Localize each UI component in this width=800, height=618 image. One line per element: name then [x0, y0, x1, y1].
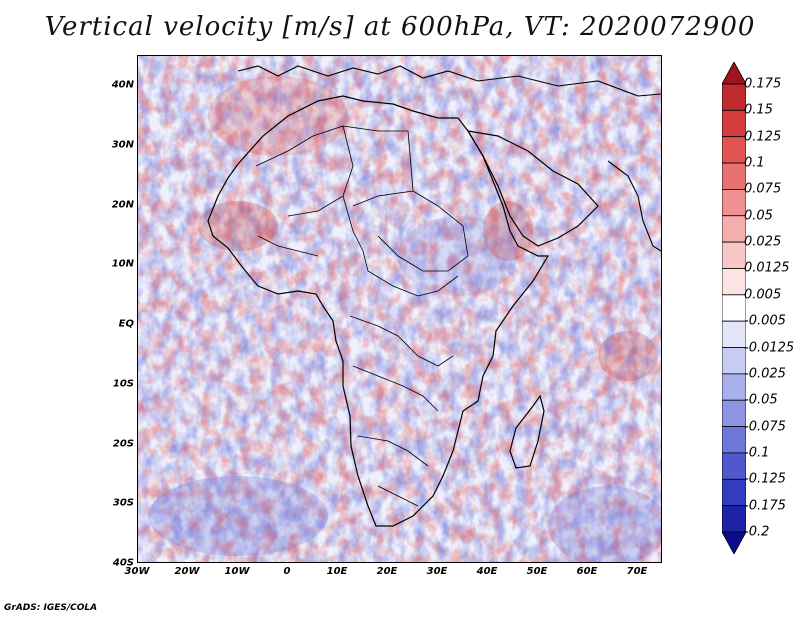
lat-label: 10S: [112, 378, 134, 390]
colorbar-segment: [722, 426, 746, 454]
lat-label: 40S: [112, 557, 134, 569]
lon-label: 30W: [124, 566, 150, 577]
lon-label: 30E: [426, 566, 448, 577]
lon-label: 70E: [626, 566, 648, 577]
arabia-coastline: [466, 130, 599, 247]
colorbar-label: -0.05: [744, 392, 778, 408]
colorbar-label: 0.025: [744, 234, 782, 250]
colorbar-segment: [722, 294, 746, 322]
colorbar-label: 0.0125: [744, 260, 790, 276]
colorbar-segment: [722, 452, 746, 480]
madagascar-coastline: [509, 394, 545, 469]
colorbar-label: 0.175: [744, 76, 782, 92]
colorbar-label: -0.025: [744, 366, 786, 382]
colorbar-segment: [722, 268, 746, 296]
colorbar-segment: [722, 215, 746, 243]
lon-label: 50E: [526, 566, 548, 577]
lat-label: 40N: [111, 79, 134, 91]
lat-label: 20N: [111, 199, 134, 210]
map-field: [138, 56, 661, 562]
colorbar-segment: [722, 189, 746, 217]
colorbar-segment: [722, 162, 746, 190]
lon-label: 10W: [224, 566, 250, 577]
colorbar-label: 0.125: [744, 129, 782, 145]
colorbar-segment: [722, 399, 746, 427]
colorbar-label: -0.1: [744, 445, 770, 461]
colorbar-label: 0.005: [744, 287, 782, 303]
colorbar-label: -0.0125: [744, 340, 795, 356]
india-coastline: [607, 160, 661, 252]
colorbar-label: -0.075: [744, 419, 786, 435]
colorbar-label: -0.125: [744, 471, 786, 487]
europe-coastline: [237, 65, 661, 97]
chart-title: Vertical velocity [m/s] at 600hPa, VT: 2…: [44, 12, 756, 42]
colorbar-label: -0.005: [744, 313, 786, 329]
lon-label: 20W: [174, 566, 200, 577]
colorbar-label: 0.15: [744, 102, 773, 118]
lat-label: 20S: [112, 438, 134, 449]
colorbar-segment: [722, 373, 746, 401]
colorbar-label: 0.075: [744, 181, 782, 197]
colorbar-segment: [722, 505, 746, 533]
colorbar-segment: [722, 62, 746, 85]
velocity-map: [137, 55, 662, 563]
lon-label: 60E: [576, 566, 598, 577]
colorbar-segment: [722, 531, 746, 554]
colorbar-label: 0.1: [744, 155, 765, 171]
lon-label: 10E: [326, 566, 348, 577]
lat-label: 10N: [111, 258, 134, 270]
colorbar-segment: [722, 109, 746, 138]
colorbar-segment: [722, 136, 746, 164]
colorbar-label: -0.175: [744, 498, 786, 514]
colorbar-label: -0.2: [744, 524, 770, 540]
lon-label: 0: [283, 566, 291, 577]
colorbar-segment: [722, 347, 746, 375]
africa-coastline: [207, 95, 550, 527]
lat-label: EQ: [118, 318, 134, 330]
lon-label: 40E: [476, 566, 498, 577]
colorbar-segment: [722, 478, 746, 507]
colorbar-segment: [722, 241, 746, 269]
colorbar: [722, 62, 746, 554]
colorbar-label: 0.05: [744, 208, 773, 224]
country-borders: [255, 125, 469, 507]
grads-footer: GrADS: IGES/COLA: [4, 603, 98, 613]
lat-label: 30S: [112, 497, 134, 509]
colorbar-segment: [722, 320, 746, 348]
colorbar-segment: [722, 83, 746, 111]
lat-label: 30N: [111, 139, 134, 151]
lon-label: 20E: [376, 566, 398, 577]
